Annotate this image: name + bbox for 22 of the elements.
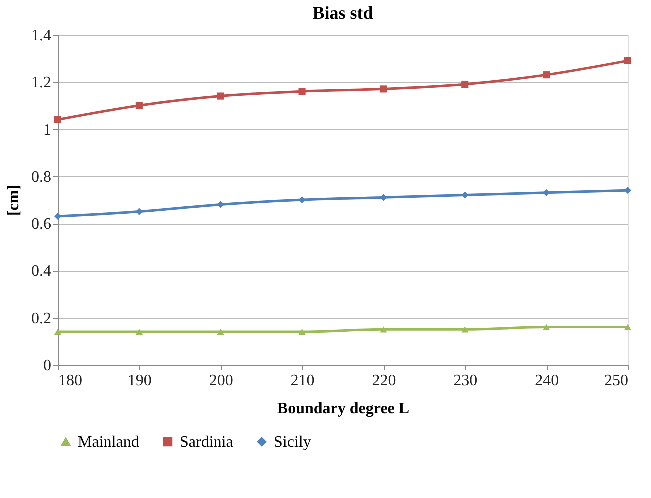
x-tick-label: 190 <box>128 372 152 390</box>
x-tick-label: 220 <box>372 372 396 390</box>
y-axis-title: [cm] <box>6 184 22 216</box>
legend-label: Sardinia <box>180 434 234 451</box>
legend-label: Mainland <box>78 434 140 451</box>
x-tick-label: 200 <box>209 372 234 390</box>
y-tick-label: 0.8 <box>32 168 52 186</box>
x-axis-title: Boundary degree L <box>277 400 410 418</box>
x-tick-label: 240 <box>535 372 560 390</box>
legend-label: Sicily <box>274 434 312 451</box>
x-tick-label: 250 <box>604 372 628 390</box>
chart-title: Bias std <box>312 3 374 23</box>
x-tick-label: 180 <box>58 372 82 390</box>
y-tick-label: 1.4 <box>32 28 52 44</box>
y-tick-label: 0.6 <box>32 216 52 234</box>
x-tick-label: 230 <box>454 372 478 390</box>
x-tick-label: 210 <box>290 372 315 390</box>
y-tick-label: 0 <box>44 358 52 374</box>
y-tick-label: 1 <box>44 122 52 139</box>
y-tick-label: 0.4 <box>32 263 52 280</box>
y-tick-label: 0.2 <box>32 310 52 328</box>
y-tick-label: 1.2 <box>32 74 52 92</box>
